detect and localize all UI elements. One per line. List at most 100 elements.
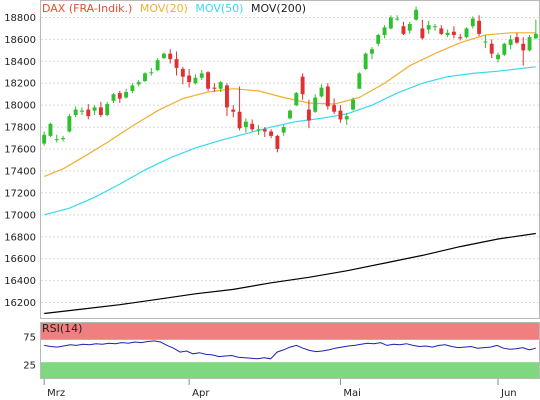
candle [458, 33, 463, 41]
candle-body [445, 32, 450, 35]
rsi-bands [41, 323, 539, 379]
candle [332, 98, 337, 114]
candle-body [199, 73, 204, 78]
candle [73, 106, 78, 118]
candle [369, 47, 374, 60]
candle-body [464, 28, 469, 38]
candle-body [502, 43, 507, 55]
candle-body [344, 116, 349, 120]
legend-title: DAX (FRA-Indik.) [42, 2, 132, 15]
price-y-axis: 16200 16400 16600 16800 17000 17200 17400 17600… [4, 13, 36, 309]
candle-body [218, 82, 223, 89]
candle-body [332, 105, 337, 112]
candle-body [357, 73, 362, 89]
candle-body [369, 49, 374, 54]
candle-body [483, 41, 488, 43]
candle-body [458, 37, 463, 39]
x-tick-label: Mrz [47, 388, 65, 399]
candle-body [193, 77, 198, 84]
candle-body [180, 68, 185, 77]
candle-body [300, 76, 305, 95]
candle [105, 101, 110, 117]
price-y-tick-label: 16600 [4, 254, 36, 265]
candle [212, 83, 217, 93]
candle-body [275, 135, 280, 150]
candle-body [477, 20, 482, 34]
candle [451, 26, 456, 39]
candle [149, 67, 154, 76]
candle-body [92, 107, 97, 111]
candle [395, 15, 400, 21]
candle [300, 73, 305, 100]
candle-body [262, 129, 267, 132]
candle-body [439, 28, 444, 34]
x-tick-label: Apr [192, 388, 210, 399]
candle-body [269, 131, 274, 136]
candle [262, 127, 267, 137]
candle-body [382, 27, 387, 35]
candle [124, 88, 129, 99]
candle [269, 129, 274, 139]
candle [237, 86, 242, 131]
candle [477, 15, 482, 37]
candle [445, 29, 450, 38]
candle-body [98, 107, 103, 116]
x-tick-label: Mai [343, 388, 361, 399]
candle [275, 134, 280, 153]
candle [433, 24, 437, 31]
candle-body [420, 28, 425, 39]
candle-body [395, 18, 400, 20]
candle-body [168, 53, 173, 60]
rsi-y-tick-label: 25 [23, 361, 36, 372]
candle-body [401, 26, 406, 34]
candle-body [61, 138, 66, 140]
candle [206, 71, 211, 91]
price-y-tick-label: 16200 [4, 298, 36, 309]
candle [193, 74, 198, 85]
candle [98, 101, 103, 118]
candle [351, 97, 355, 111]
candle [54, 134, 59, 143]
candle-body [533, 33, 538, 39]
candle [117, 90, 122, 103]
candle [294, 92, 299, 107]
rsi-oversold-band [41, 362, 539, 379]
legend: DAX (FRA-Indik.) MOV(20) MOV(50) MOV(200… [42, 2, 306, 15]
candle-body [155, 60, 160, 71]
candle [67, 113, 72, 133]
candle [508, 34, 513, 50]
candle-body [256, 129, 261, 131]
rsi-overbought-band [41, 323, 539, 340]
candle [521, 37, 526, 66]
candle [136, 79, 141, 87]
candle [533, 19, 538, 40]
candle-body [225, 85, 229, 108]
candle-body [105, 104, 110, 116]
rsi-line [44, 340, 536, 360]
candle [218, 81, 223, 93]
candle-body [363, 53, 368, 69]
rsi-path [44, 340, 536, 360]
candle [483, 34, 488, 49]
candle-body [388, 17, 393, 29]
candle [357, 72, 362, 89]
candle-body [48, 123, 53, 136]
candle [187, 68, 192, 88]
candle [86, 104, 91, 120]
candle-body [319, 87, 324, 97]
candle [256, 124, 261, 135]
candle-body [243, 121, 248, 128]
candlesticks [42, 6, 538, 153]
mov20-path [43, 32, 536, 177]
candle-body [143, 73, 147, 82]
price-y-tick-label: 18000 [4, 101, 36, 112]
candle-body [527, 37, 532, 51]
candle [376, 33, 381, 46]
candle-body [80, 110, 84, 112]
candle [174, 51, 179, 76]
candle-body [231, 109, 236, 112]
mov200-line [44, 232, 536, 315]
price-y-tick-label: 16800 [4, 232, 36, 243]
